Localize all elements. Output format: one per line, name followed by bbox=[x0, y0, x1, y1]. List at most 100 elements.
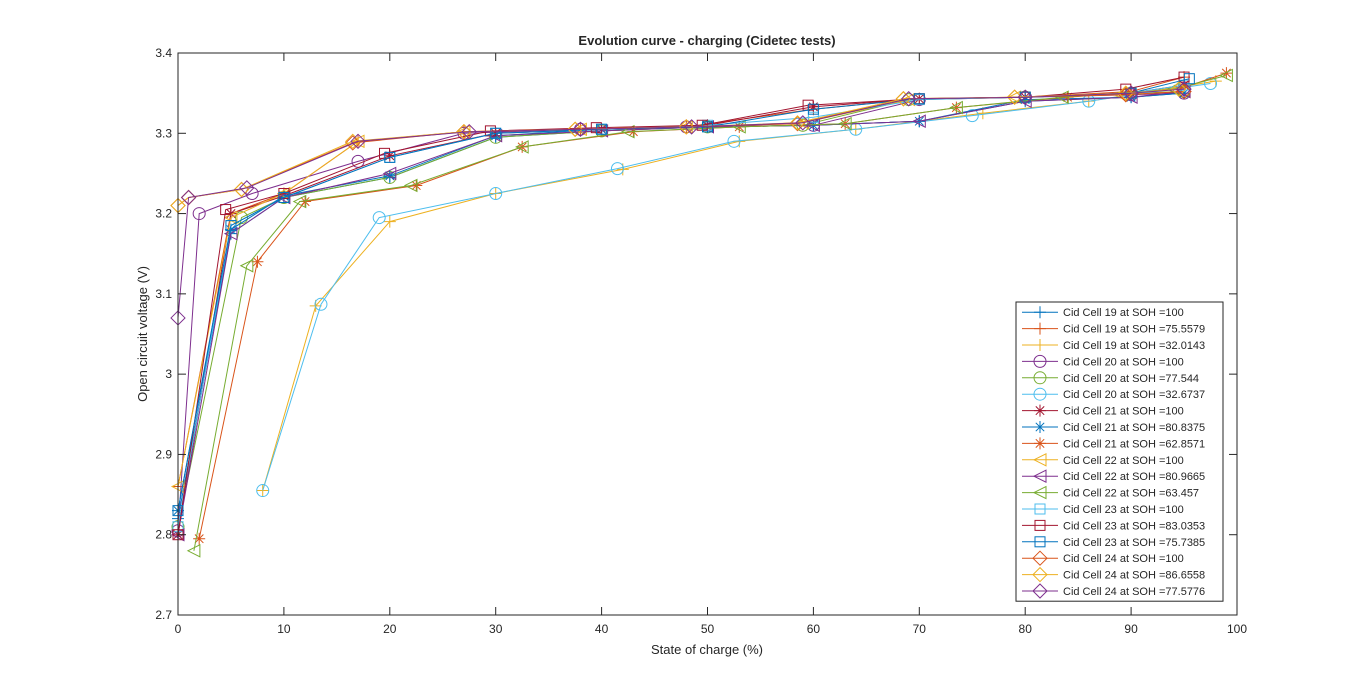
data-point bbox=[727, 134, 741, 148]
data-point bbox=[732, 120, 746, 134]
data-point bbox=[490, 127, 502, 139]
legend-item: Cid Cell 19 at SOH =75.5579 bbox=[1022, 322, 1205, 336]
data-point bbox=[838, 116, 852, 131]
y-tick-label: 3.1 bbox=[155, 287, 172, 301]
data-point bbox=[901, 91, 917, 107]
legend-item: Cid Cell 22 at SOH =80.9665 bbox=[1022, 469, 1205, 484]
y-tick-label: 3.2 bbox=[155, 207, 172, 221]
legend-marker bbox=[1034, 306, 1046, 319]
legend-label: Cid Cell 24 at SOH =100 bbox=[1063, 553, 1184, 565]
legend-item: Cid Cell 21 at SOH =62.8571 bbox=[1022, 437, 1205, 450]
data-point bbox=[1123, 85, 1139, 101]
data-point bbox=[383, 169, 396, 182]
data-point bbox=[277, 189, 290, 202]
legend-label: Cid Cell 20 at SOH =32.6737 bbox=[1063, 389, 1205, 401]
legend-label: Cid Cell 22 at SOH =80.9665 bbox=[1063, 471, 1205, 483]
legend-label: Cid Cell 19 at SOH =32.0143 bbox=[1063, 340, 1205, 352]
data-point bbox=[220, 204, 232, 216]
x-tick-label: 90 bbox=[1124, 622, 1138, 636]
data-point bbox=[795, 115, 811, 131]
legend-label: Cid Cell 20 at SOH =100 bbox=[1063, 356, 1184, 368]
series-18 bbox=[170, 81, 1192, 326]
data-point bbox=[276, 190, 291, 205]
data-point bbox=[789, 115, 806, 131]
data-point bbox=[1171, 81, 1187, 97]
legend-item: Cid Cell 23 at SOH =75.7385 bbox=[1022, 536, 1205, 549]
series-layer bbox=[170, 67, 1233, 558]
data-point bbox=[251, 255, 264, 268]
data-point bbox=[1118, 85, 1134, 101]
data-point bbox=[1176, 81, 1192, 97]
x-tick-label: 50 bbox=[701, 622, 715, 636]
y-tick-label: 2.8 bbox=[155, 528, 172, 542]
legend-marker bbox=[1032, 469, 1047, 484]
data-point bbox=[1006, 89, 1023, 105]
legend-marker bbox=[1032, 550, 1048, 566]
data-point bbox=[239, 180, 255, 196]
series-6 bbox=[256, 77, 1218, 498]
data-point bbox=[350, 133, 366, 150]
data-point bbox=[225, 220, 237, 232]
legend-marker bbox=[1034, 339, 1046, 351]
legend-marker bbox=[1034, 536, 1046, 548]
data-point bbox=[1220, 67, 1233, 80]
data-point bbox=[567, 121, 583, 137]
data-point bbox=[807, 111, 819, 123]
legend-item: Cid Cell 21 at SOH =100 bbox=[1022, 404, 1184, 418]
data-point bbox=[1017, 89, 1033, 105]
data-point bbox=[1178, 87, 1191, 100]
legend-label: Cid Cell 23 at SOH =83.0353 bbox=[1063, 520, 1205, 532]
data-point bbox=[912, 114, 926, 129]
data-point bbox=[807, 103, 819, 115]
legend-marker bbox=[1033, 354, 1047, 368]
legend-marker bbox=[1033, 371, 1047, 385]
legend-item: Cid Cell 24 at SOH =86.6558 bbox=[1022, 566, 1205, 583]
data-point bbox=[572, 121, 589, 137]
series-line bbox=[177, 91, 1185, 535]
legend-item: Cid Cell 23 at SOH =100 bbox=[1022, 503, 1184, 516]
data-point bbox=[192, 207, 206, 221]
x-tick-label: 0 bbox=[175, 622, 182, 636]
legend-item: Cid Cell 19 at SOH =32.0143 bbox=[1022, 339, 1205, 352]
x-axis-label: State of charge (%) bbox=[651, 642, 763, 657]
x-tick-label: 70 bbox=[913, 622, 927, 636]
data-point bbox=[678, 119, 695, 135]
x-tick-label: 40 bbox=[595, 622, 609, 636]
legend-marker bbox=[1032, 566, 1048, 583]
y-tick-label: 3.3 bbox=[155, 126, 172, 140]
data-point bbox=[683, 119, 700, 135]
data-point bbox=[299, 195, 312, 208]
data-point bbox=[235, 211, 249, 225]
series-line bbox=[262, 80, 1216, 491]
data-point bbox=[489, 187, 503, 200]
data-point bbox=[1183, 73, 1195, 85]
legend-label: Cid Cell 21 at SOH =80.8375 bbox=[1063, 422, 1205, 434]
data-point bbox=[314, 297, 328, 311]
series-line bbox=[262, 83, 1211, 491]
legend-item: Cid Cell 22 at SOH =63.457 bbox=[1022, 485, 1199, 500]
data-point bbox=[233, 181, 250, 198]
legend-label: Cid Cell 24 at SOH =86.6558 bbox=[1063, 570, 1205, 582]
data-point bbox=[384, 151, 396, 163]
legend-label: Cid Cell 19 at SOH =100 bbox=[1063, 307, 1184, 319]
legend-label: Cid Cell 22 at SOH =100 bbox=[1063, 455, 1184, 467]
legend-label: Cid Cell 20 at SOH =77.544 bbox=[1063, 373, 1199, 385]
data-point bbox=[895, 91, 912, 107]
axes: 0 10 20 30 40 50 60 70 80 90 100 2.7 2.8 2.9 3 3.1 3.2 3.… bbox=[155, 46, 1247, 636]
data-point bbox=[965, 109, 979, 123]
data-point bbox=[456, 123, 472, 140]
data-point bbox=[292, 194, 307, 209]
legend-label: Cid Cell 23 at SOH =100 bbox=[1063, 504, 1184, 516]
legend-item: Cid Cell 19 at SOH =100 bbox=[1022, 306, 1184, 319]
legend-label: Cid Cell 23 at SOH =75.7385 bbox=[1063, 537, 1205, 549]
legend-marker bbox=[1034, 322, 1046, 335]
legend-item: Cid Cell 22 at SOH =100 bbox=[1022, 452, 1184, 467]
data-point bbox=[382, 166, 397, 181]
legend-marker bbox=[1034, 519, 1046, 531]
legend-item: Cid Cell 24 at SOH =77.5776 bbox=[1022, 583, 1205, 599]
data-point bbox=[193, 532, 206, 545]
data-point bbox=[224, 223, 237, 236]
legend-label: Cid Cell 21 at SOH =100 bbox=[1063, 406, 1184, 418]
